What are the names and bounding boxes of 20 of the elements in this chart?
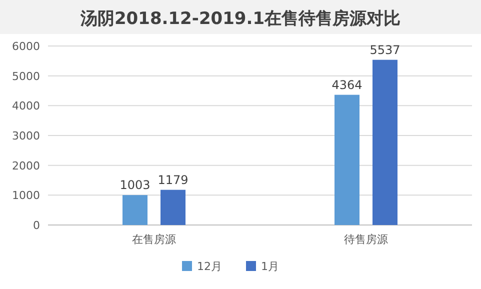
- data-label: 1003: [120, 178, 150, 192]
- y-tick-label: 0: [33, 219, 40, 232]
- x-tick-label: 在售房源: [132, 233, 176, 246]
- y-tick-label: 2000: [12, 159, 40, 172]
- chart-title: 汤阴2018.12-2019.1在售待售房源对比: [79, 9, 401, 29]
- data-label: 5537: [370, 42, 400, 57]
- y-tick-label: 1000: [12, 189, 40, 202]
- bar: [372, 60, 398, 225]
- legend-label: 12月: [197, 260, 222, 273]
- bar: [122, 195, 148, 225]
- legend-label: 1月: [261, 260, 279, 273]
- y-tick-label: 6000: [12, 40, 40, 53]
- y-tick-label: 4000: [12, 100, 40, 113]
- data-label: 1179: [158, 172, 188, 187]
- y-tick-label: 3000: [12, 130, 40, 142]
- y-tick-label: 5000: [12, 70, 40, 83]
- data-label: 4364: [332, 78, 362, 92]
- bar: [160, 190, 186, 225]
- bar: [334, 94, 360, 225]
- x-tick-label: 待售房源: [344, 233, 388, 246]
